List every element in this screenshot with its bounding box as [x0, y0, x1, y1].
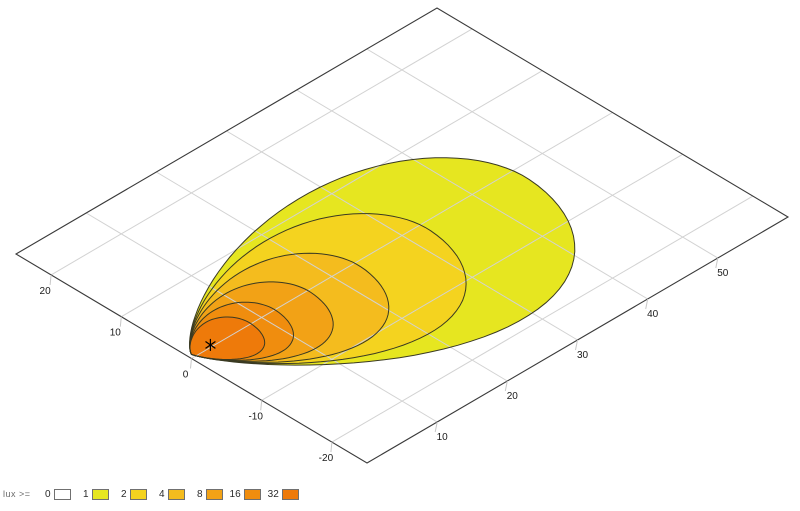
legend-value: 32 [267, 488, 279, 500]
legend-value: 2 [120, 488, 127, 500]
x-axis-label-10: 10 [437, 432, 449, 443]
y-axis-label-20: 20 [40, 286, 52, 297]
lux-legend: lux >= 0 1 2 4 8 16 32 [3, 487, 306, 501]
x-axis-label-30: 30 [577, 350, 589, 361]
y-tick--20 [330, 442, 333, 453]
y-tick-10 [119, 316, 122, 327]
contour-line-lux-32 [189, 316, 266, 360]
legend-item-lux-0: 0 [40, 488, 71, 500]
contour-line-lux-1 [189, 157, 576, 366]
legend-swatch [205, 488, 223, 500]
contour-fills [189, 157, 575, 366]
grid-line-y-0 [191, 112, 613, 359]
y-tick-0 [190, 358, 192, 369]
legend-label: lux >= [3, 489, 31, 499]
legend-item-lux-16: 16 [229, 488, 261, 500]
legend-swatch [129, 488, 147, 500]
source-marker [205, 338, 216, 351]
x-tick-40 [645, 298, 649, 310]
contour-line-lux-16 [189, 301, 295, 361]
contour-line-lux-2 [189, 213, 467, 365]
x-axis-label-20: 20 [507, 391, 519, 402]
y-axis-label-10: 10 [110, 328, 122, 339]
grid-line-y-10 [121, 70, 543, 318]
legend-value: 8 [196, 488, 203, 500]
x-axis-label-50: 50 [717, 268, 729, 279]
y-axis-label--20: -20 [319, 453, 334, 464]
y-axis-label-0: 0 [183, 370, 189, 381]
legend-swatch [91, 488, 109, 500]
x-tick-30 [575, 339, 578, 351]
grid-line-y--20 [331, 195, 754, 443]
legend-swatch [243, 488, 261, 500]
legend-item-lux-32: 32 [267, 488, 299, 500]
legend-items: 0 1 2 4 8 16 32 [40, 488, 306, 500]
grid-line-y-20 [50, 28, 473, 276]
asterisk-marker-stroke-2 [205, 341, 216, 349]
axis-ticks [49, 257, 719, 453]
legend-item-lux-8: 8 [192, 488, 223, 500]
y-tick--10 [260, 400, 263, 411]
legend-item-lux-4: 4 [154, 488, 185, 500]
contour-line-lux-8 [189, 281, 334, 362]
axis-labels: 10 20 30 40 50 -20 -10 0 10 20 [40, 268, 729, 464]
legend-value: 1 [82, 488, 89, 500]
legend-swatch [53, 488, 71, 500]
legend-item-lux-2: 2 [116, 488, 147, 500]
x-tick-50 [715, 257, 719, 269]
legend-value: 4 [158, 488, 165, 500]
legend-value: 16 [229, 488, 241, 500]
contour-outlines [189, 157, 576, 366]
x-tick-20 [504, 380, 508, 392]
legend-value: 0 [44, 488, 51, 500]
legend-swatch [167, 488, 185, 500]
grid-line-y--10 [261, 153, 683, 401]
x-tick-10 [434, 421, 438, 433]
y-axis-label--10: -10 [248, 411, 263, 422]
x-axis-label-40: 40 [647, 309, 659, 320]
legend-swatch [281, 488, 299, 500]
y-tick-20 [49, 274, 52, 285]
legend-item-lux-1: 1 [78, 488, 109, 500]
contour-line-lux-4 [189, 252, 390, 363]
grid-lines [50, 28, 754, 443]
